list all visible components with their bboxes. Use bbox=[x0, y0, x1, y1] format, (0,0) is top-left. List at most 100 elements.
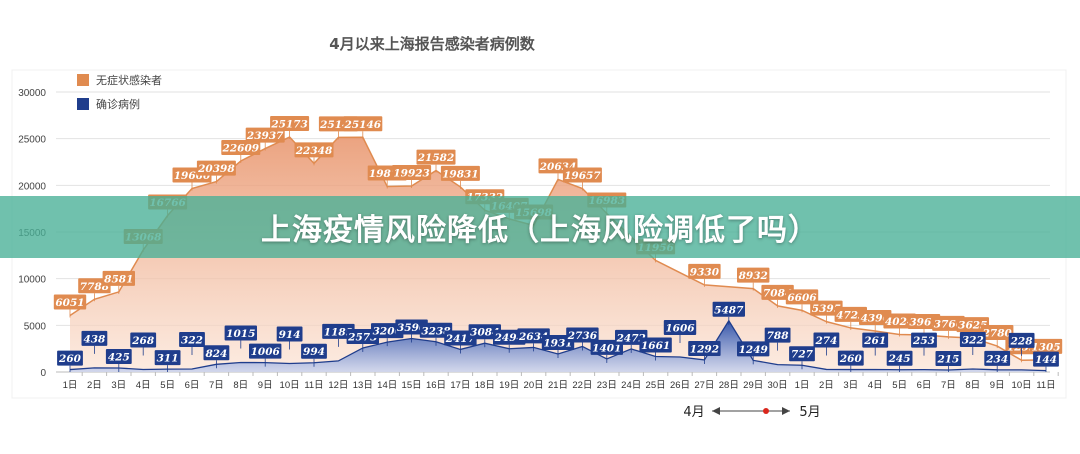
data-label: 25146 bbox=[344, 119, 382, 131]
label-box bbox=[343, 116, 383, 132]
asymptomatic-data-label: 19831 bbox=[440, 165, 480, 189]
label-box bbox=[346, 328, 379, 344]
label-box bbox=[294, 142, 334, 158]
data-label: 1606 bbox=[665, 323, 695, 335]
label-box bbox=[105, 349, 132, 365]
confirmed-data-label: 322 bbox=[959, 331, 986, 355]
label-box bbox=[130, 332, 157, 348]
confirmed-data-label: 2634 bbox=[517, 328, 550, 352]
y-tick-label: 30000 bbox=[18, 88, 46, 99]
label-box bbox=[196, 160, 236, 176]
x-tick-label: 19日 bbox=[499, 380, 519, 391]
label-box bbox=[419, 322, 453, 338]
data-label: 20398 bbox=[197, 163, 235, 175]
asymptomatic-data-label: 7084 bbox=[761, 284, 794, 308]
label-box bbox=[959, 331, 986, 347]
data-label: 1305 bbox=[1031, 341, 1060, 353]
label-box bbox=[737, 267, 770, 283]
label-box bbox=[688, 263, 721, 279]
label-box bbox=[688, 340, 721, 356]
x-tick-label: 6日 bbox=[185, 380, 200, 391]
confirmed-data-label: 1931 bbox=[541, 334, 575, 358]
data-label: 2736 bbox=[567, 330, 598, 342]
y-tick-label: 5000 bbox=[24, 321, 47, 332]
label-box bbox=[761, 284, 794, 300]
data-label: 3200 bbox=[373, 326, 403, 338]
x-tick-label: 7日 bbox=[941, 380, 956, 391]
asymptomatic-data-label: 22609 bbox=[221, 139, 261, 163]
x-tick-label: 22日 bbox=[572, 380, 592, 391]
confirmed-data-label: 1006 bbox=[249, 343, 282, 367]
data-label: 4390 bbox=[861, 313, 891, 325]
data-label: 2494 bbox=[494, 332, 524, 344]
data-label: 3760 bbox=[934, 318, 964, 330]
data-label: 824 bbox=[205, 348, 227, 360]
label-box bbox=[935, 350, 962, 366]
month-axis-arrow-right bbox=[782, 407, 790, 415]
label-box bbox=[249, 343, 282, 359]
label-box bbox=[440, 165, 480, 181]
x-tick-label: 9日 bbox=[258, 380, 273, 391]
data-label: 1189 bbox=[324, 326, 354, 338]
confirmed-data-label: 260 bbox=[837, 350, 864, 372]
x-tick-label: 6日 bbox=[917, 380, 932, 391]
label-box bbox=[203, 345, 230, 361]
asymptomatic-data-label: 20398 bbox=[196, 160, 236, 184]
label-box bbox=[78, 278, 111, 294]
data-label: 425 bbox=[108, 352, 130, 364]
asymptomatic-data-label: 4390 bbox=[859, 310, 892, 334]
confirmed-data-label: 438 bbox=[81, 330, 108, 354]
data-label: 215 bbox=[936, 353, 959, 365]
data-label: 22348 bbox=[295, 145, 333, 157]
asymptomatic-data-label: 8932 bbox=[737, 267, 770, 291]
data-label: 21582 bbox=[417, 152, 455, 164]
confirmed-data-label: 261 bbox=[862, 332, 889, 356]
confirmed-data-label: 2736 bbox=[566, 327, 599, 351]
label-box bbox=[395, 319, 428, 335]
label-box bbox=[837, 350, 864, 366]
x-tick-label: 17日 bbox=[450, 380, 470, 391]
confirmed-data-label: 1292 bbox=[688, 340, 721, 364]
data-label: 322 bbox=[181, 334, 203, 346]
x-tick-label: 1日 bbox=[63, 380, 78, 391]
data-label: 914 bbox=[279, 329, 301, 341]
asymptomatic-data-label: 7788 bbox=[78, 278, 111, 302]
data-label: 9330 bbox=[690, 266, 720, 278]
label-box bbox=[789, 346, 815, 362]
confirmed-data-label: 914 bbox=[276, 326, 303, 350]
data-label: 8932 bbox=[739, 270, 768, 282]
asymptomatic-data-label: 22348 bbox=[294, 142, 334, 166]
confirmed-data-label: 425 bbox=[105, 349, 132, 372]
asymptomatic-data-label: 4722 bbox=[834, 306, 867, 330]
data-label: 1006 bbox=[251, 346, 281, 358]
data-label: 2634 bbox=[518, 331, 548, 343]
confirmed-data-label: 1401 bbox=[590, 339, 623, 363]
x-tick-label: 25日 bbox=[646, 380, 666, 391]
confirmed-data-label: 1606 bbox=[663, 320, 697, 344]
label-box bbox=[785, 289, 819, 305]
x-tick-label: 26日 bbox=[670, 380, 690, 391]
confirmed-data-label: 824 bbox=[203, 345, 230, 369]
label-box bbox=[392, 165, 432, 181]
data-label: 5395 bbox=[812, 303, 841, 315]
confirmed-data-label: 228 bbox=[1008, 332, 1035, 356]
x-tick-label: 5日 bbox=[892, 380, 907, 391]
label-box bbox=[322, 323, 355, 339]
label-box bbox=[245, 127, 285, 143]
confirmed-data-label: 274 bbox=[813, 332, 840, 356]
label-box bbox=[493, 329, 526, 345]
asymptomatic-data-label: 25146 bbox=[343, 116, 383, 140]
label-box bbox=[764, 327, 791, 343]
legend-swatch bbox=[77, 74, 89, 86]
label-box bbox=[932, 315, 965, 331]
data-label: 2573 bbox=[347, 331, 377, 343]
x-tick-label: 11日 bbox=[1036, 380, 1055, 391]
x-tick-label: 5日 bbox=[160, 380, 175, 391]
x-tick-label: 9日 bbox=[990, 380, 1005, 391]
label-box bbox=[834, 306, 867, 322]
data-label: 322 bbox=[962, 334, 984, 346]
legend-swatch bbox=[77, 98, 89, 110]
asymptomatic-data-label: 19657 bbox=[562, 167, 602, 191]
x-tick-label: 7日 bbox=[209, 380, 224, 391]
